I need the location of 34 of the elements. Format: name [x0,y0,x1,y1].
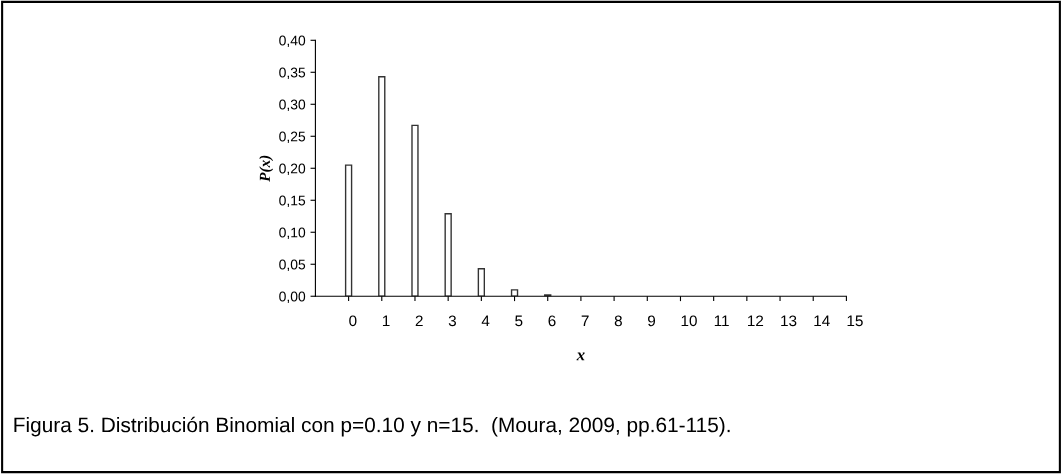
bar [378,76,386,297]
x-tick-label: 3 [448,315,456,327]
bar [477,268,486,297]
x-tick-label: 15 [847,315,863,327]
bar [444,213,452,297]
text: Figura 5. Distribución Binomial con p=0.10 y n=15. (Moura, 2009, pp.61-115). [14,416,730,437]
y-tick-label: 0,05 [279,259,306,272]
x-tick-label: 6 [548,315,556,327]
x-tick-label: 7 [581,315,589,327]
x-tick-label: 11 [714,315,729,327]
y-tick-label: 0,25 [279,131,306,144]
bar [411,124,419,297]
y-axis-title: P(x) [259,155,274,182]
x-tick-label: 12 [748,315,764,327]
x-tick-label: 1 [382,315,390,327]
y-tick-label: 0,20 [279,163,306,176]
x-tick-label: 0 [349,315,357,327]
x-axis-title: x [576,352,585,361]
y-tick-label: 0,35 [279,67,306,80]
y-tick-label: 0,40 [279,35,306,48]
bar [510,289,519,297]
x-tick-label: 13 [781,315,797,327]
x-tick-label: 10 [681,315,697,327]
x-tick-label: 5 [515,315,523,327]
x-tick-label: 2 [415,315,423,327]
x-tick-label: 14 [814,315,830,327]
y-tick-label: 0,10 [279,227,306,240]
x-tick-label: 4 [481,315,490,327]
y-tick-label: 0,30 [279,99,306,112]
x-tick-label: 8 [614,315,622,327]
bar [344,164,353,297]
y-tick-label: 0,15 [279,195,306,208]
y-tick-label: 0,00 [279,291,306,304]
x-tick-label: 9 [648,315,656,327]
